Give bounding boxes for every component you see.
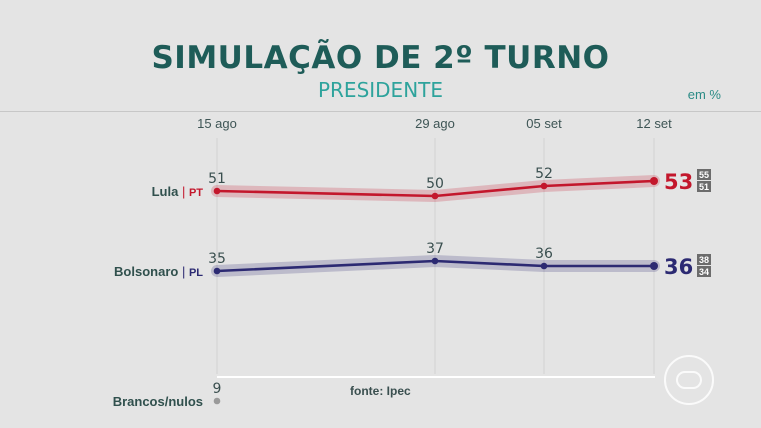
line-bolsonaro — [216, 259, 654, 273]
point-lula — [650, 177, 658, 185]
legend-lula: Lula | PT — [152, 184, 204, 199]
range-lower-box — [697, 266, 711, 277]
x-tick-label: 15 ago — [197, 116, 237, 131]
unit-label: em % — [687, 87, 721, 102]
chart-subtitle: PRESIDENTE — [317, 78, 444, 102]
range-upper-bolsonaro: 38 — [699, 255, 709, 265]
range-lower-lula: 51 — [699, 182, 709, 192]
legend-brancos: Brancos/nulos — [113, 394, 203, 409]
point-bolsonaro — [213, 267, 221, 275]
top-divider — [0, 111, 761, 112]
globo-logo-icon — [664, 355, 714, 405]
point-brancos — [213, 397, 221, 405]
data-label-bolsonaro: 35 — [208, 251, 226, 267]
final-value-bolsonaro: 36 — [664, 255, 693, 279]
range-upper-lula: 55 — [699, 170, 709, 180]
x-tick-label: 05 set — [526, 116, 562, 131]
line-lula — [216, 179, 655, 198]
data-label-brancos: 9 — [213, 381, 222, 397]
point-bolsonaro — [650, 262, 658, 270]
point-bolsonaro — [540, 262, 548, 270]
range-lower-bolsonaro: 34 — [699, 267, 709, 277]
x-tick-label: 12 set — [636, 116, 672, 131]
data-label-lula: 52 — [535, 166, 553, 182]
point-lula — [431, 192, 439, 200]
data-label-bolsonaro: 37 — [426, 241, 444, 257]
final-value-lula: 53 — [664, 170, 693, 194]
range-lower-box — [697, 181, 711, 192]
x-tick-label: 29 ago — [415, 116, 455, 131]
chart-title: SIMULAÇÃO DE 2º TURNO — [151, 40, 610, 76]
range-upper-box — [697, 169, 711, 180]
data-label-lula: 51 — [208, 171, 226, 187]
source-label: fonte: Ipec — [350, 384, 411, 398]
data-label-lula: 50 — [426, 176, 444, 192]
legend-bolsonaro: Bolsonaro | PL — [114, 264, 203, 279]
range-upper-box — [697, 254, 711, 265]
point-lula — [213, 187, 221, 195]
data-label-bolsonaro: 36 — [535, 246, 553, 262]
point-bolsonaro — [431, 257, 439, 265]
point-lula — [540, 182, 548, 190]
